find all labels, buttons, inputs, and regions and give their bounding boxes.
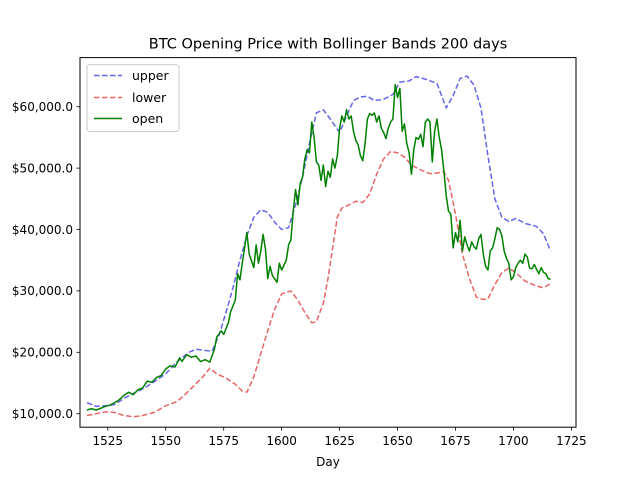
- x-axis-label: Day: [316, 455, 340, 469]
- x-tick-label: 1525: [93, 434, 124, 448]
- chart-title: BTC Opening Price with Bollinger Bands 2…: [149, 37, 508, 53]
- series-line-lower: [86, 150, 551, 418]
- x-tick-label: 1650: [382, 434, 413, 448]
- x-tick-label: 1675: [440, 434, 471, 448]
- x-axis-ticks: 1525 1550 1575 1600 1625 1650 1675 1700 1725: [93, 427, 587, 448]
- legend-label-upper: upper: [132, 68, 169, 83]
- x-tick-label: 1625: [324, 434, 355, 448]
- legend-label-lower: lower: [132, 90, 167, 105]
- legend: upper lower open: [86, 64, 180, 133]
- x-tick-label: 1550: [150, 434, 181, 448]
- plot-frame: [79, 57, 577, 428]
- legend-label-open: open: [132, 111, 163, 126]
- y-tick-label: $50,000.0: [12, 161, 73, 175]
- y-tick-label: $30,000.0: [12, 284, 73, 298]
- x-tick-label: 1600: [266, 434, 297, 448]
- plot-area: [86, 75, 552, 418]
- y-tick-label: $20,000.0: [12, 346, 73, 360]
- x-tick-label: 1725: [556, 434, 587, 448]
- series-line-upper: [86, 75, 552, 408]
- x-tick-label: 1575: [208, 434, 239, 448]
- series-line-open: [86, 83, 551, 411]
- y-tick-label: $10,000.0: [12, 407, 73, 421]
- x-tick-label: 1700: [498, 434, 529, 448]
- legend-box: [86, 64, 180, 133]
- y-tick-label: $40,000.0: [12, 223, 73, 237]
- y-axis-ticks: $10,000.0 $20,000.0 $30,000.0 $40,000.0 $50,…: [12, 100, 80, 421]
- y-tick-label: $60,000.0: [12, 100, 73, 114]
